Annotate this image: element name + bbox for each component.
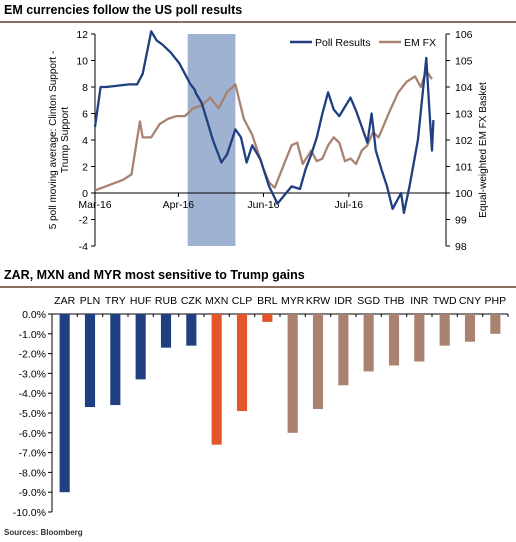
bottom-title-rule [0, 286, 516, 288]
bottom-chart-title: ZAR, MXN and MYR most sensitive to Trump… [4, 268, 305, 282]
left-tick-label: 0 [82, 188, 88, 200]
bar-mxn [211, 314, 222, 445]
y-tick-label: -6.0% [19, 428, 46, 440]
left-axis-title: 5 poll moving average: Clinton Support -… [48, 51, 71, 229]
poll-vs-emfx-chart: -4 -2 0 2 4 6 8 10 12 98 99 100 101 102 103 104 105 106 Ma… [48, 29, 489, 253]
source-note: Sources: Bloomberg [4, 528, 83, 537]
left-tick-label: 6 [82, 109, 88, 121]
fx-sensitivity-bar-chart: 0.0% -1.0% -2.0% -3.0% -4.0% -5.0% -6.0% -7.0% -… [13, 295, 509, 519]
bar-zar [59, 314, 70, 493]
right-tick-label: 99 [455, 215, 467, 227]
right-tick-label: 98 [455, 241, 467, 253]
right-tick-label: 106 [455, 29, 473, 41]
left-tick-label: -2 [79, 215, 88, 227]
category-label: HUF [130, 295, 152, 307]
left-tick-label: 8 [82, 82, 88, 94]
bar-idr [338, 314, 349, 386]
bar-clp [236, 314, 248, 412]
right-tick-label: 100 [455, 188, 473, 200]
y-tick-label: -2.0% [19, 349, 46, 361]
x-tick-label: Jun-16 [247, 199, 279, 211]
y-tick-label: 0.0% [22, 309, 46, 321]
category-label: RUB [155, 295, 177, 307]
right-axis-title: Equal-weighted EM FX Basket [478, 82, 489, 218]
bar-twd [439, 314, 450, 346]
left-tick-label: 12 [76, 29, 88, 41]
category-label: PHP [485, 295, 507, 307]
series-line-poll-results [93, 30, 435, 215]
y-tick-label: -1.0% [19, 329, 46, 341]
right-tick-label: 105 [455, 56, 473, 68]
category-label: MXN [205, 295, 228, 307]
right-tick-label: 103 [455, 109, 473, 121]
category-label: CLP [232, 295, 252, 307]
series-line-em-fx [94, 69, 433, 192]
x-tick-label: Mar-16 [78, 199, 111, 211]
left-axis-title-line: Trump Support [60, 107, 71, 174]
left-axis-title-line: 5 poll moving average: Clinton Support - [48, 51, 59, 229]
bar-try [110, 314, 121, 406]
left-tick-label: 4 [82, 135, 88, 147]
legend-label-poll-results: Poll Results [315, 37, 370, 49]
right-tick-label: 104 [455, 82, 473, 94]
category-label: TWD [433, 295, 457, 307]
category-label: IDR [334, 295, 353, 307]
y-tick-label: -4.0% [19, 388, 46, 400]
category-label: BRL [257, 295, 278, 307]
y-tick-label: -7.0% [19, 448, 46, 460]
bar-cny [464, 314, 476, 342]
category-label: SGD [357, 295, 380, 307]
bar-czk [186, 314, 197, 346]
bar-pln [84, 314, 96, 408]
top-chart-title: EM currencies follow the US poll results [4, 3, 243, 17]
left-tick-label: 10 [76, 56, 88, 68]
category-label: INR [410, 295, 429, 307]
x-tick-label: Apr-16 [163, 199, 195, 211]
top-title-rule [0, 21, 516, 23]
bar-sgd [363, 314, 374, 372]
bar-brl [262, 314, 273, 322]
right-tick-label: 101 [455, 162, 473, 174]
y-tick-label: -8.0% [19, 467, 46, 479]
category-label: TRY [105, 295, 126, 307]
bar-myr [287, 314, 298, 433]
category-label: PLN [80, 295, 100, 307]
shaded-period [187, 34, 236, 246]
bar-rub [160, 314, 172, 348]
left-tick-label: 2 [82, 162, 88, 174]
left-tick-label: -4 [79, 241, 88, 253]
category-label: THB [384, 295, 405, 307]
y-tick-label: -10.0% [13, 507, 46, 519]
bar-php [490, 314, 501, 334]
category-label: KRW [306, 295, 330, 307]
x-tick-label: Jul-16 [335, 199, 364, 211]
legend-label-em-fx: EM FX [404, 37, 436, 49]
y-tick-label: -5.0% [19, 408, 46, 420]
category-label: MYR [281, 295, 305, 307]
category-label: CZK [181, 295, 202, 307]
bar-thb [388, 314, 400, 366]
y-tick-label: -9.0% [19, 487, 46, 499]
category-label: CNY [459, 295, 481, 307]
y-tick-label: -3.0% [19, 368, 46, 380]
bar-krw [312, 314, 324, 410]
category-label: ZAR [54, 295, 75, 307]
right-tick-label: 102 [455, 135, 473, 147]
bar-inr [414, 314, 425, 362]
bar-huf [135, 314, 146, 380]
